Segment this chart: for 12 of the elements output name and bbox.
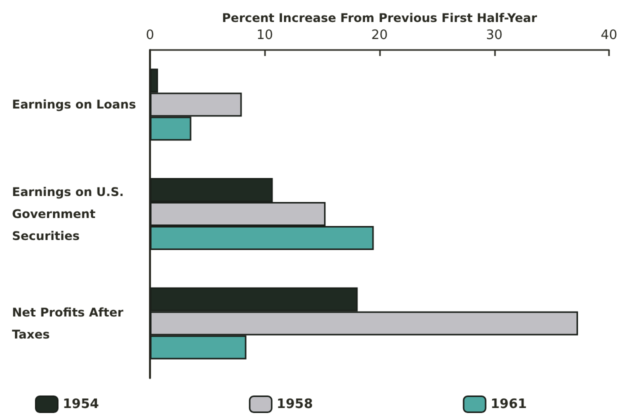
legend-label: 1958: [276, 396, 313, 412]
y-tick-label: Earnings on Loans: [12, 98, 136, 112]
y-tick-label: Net Profits After Taxes: [12, 305, 128, 342]
x-tick-label: 40: [600, 28, 618, 43]
x-tick-label: 10: [256, 28, 274, 43]
x-tick-label: 30: [486, 28, 503, 43]
legend-label: 1954: [62, 396, 99, 412]
x-tick-label: 0: [146, 28, 154, 43]
legend-label: 1961: [490, 396, 527, 412]
y-tick-label: Earnings on U.S. Government Securities: [12, 185, 128, 243]
x-tick-label: 20: [371, 28, 388, 43]
x-axis-title: Percent Increase From Previous First Half-Year: [222, 11, 538, 26]
